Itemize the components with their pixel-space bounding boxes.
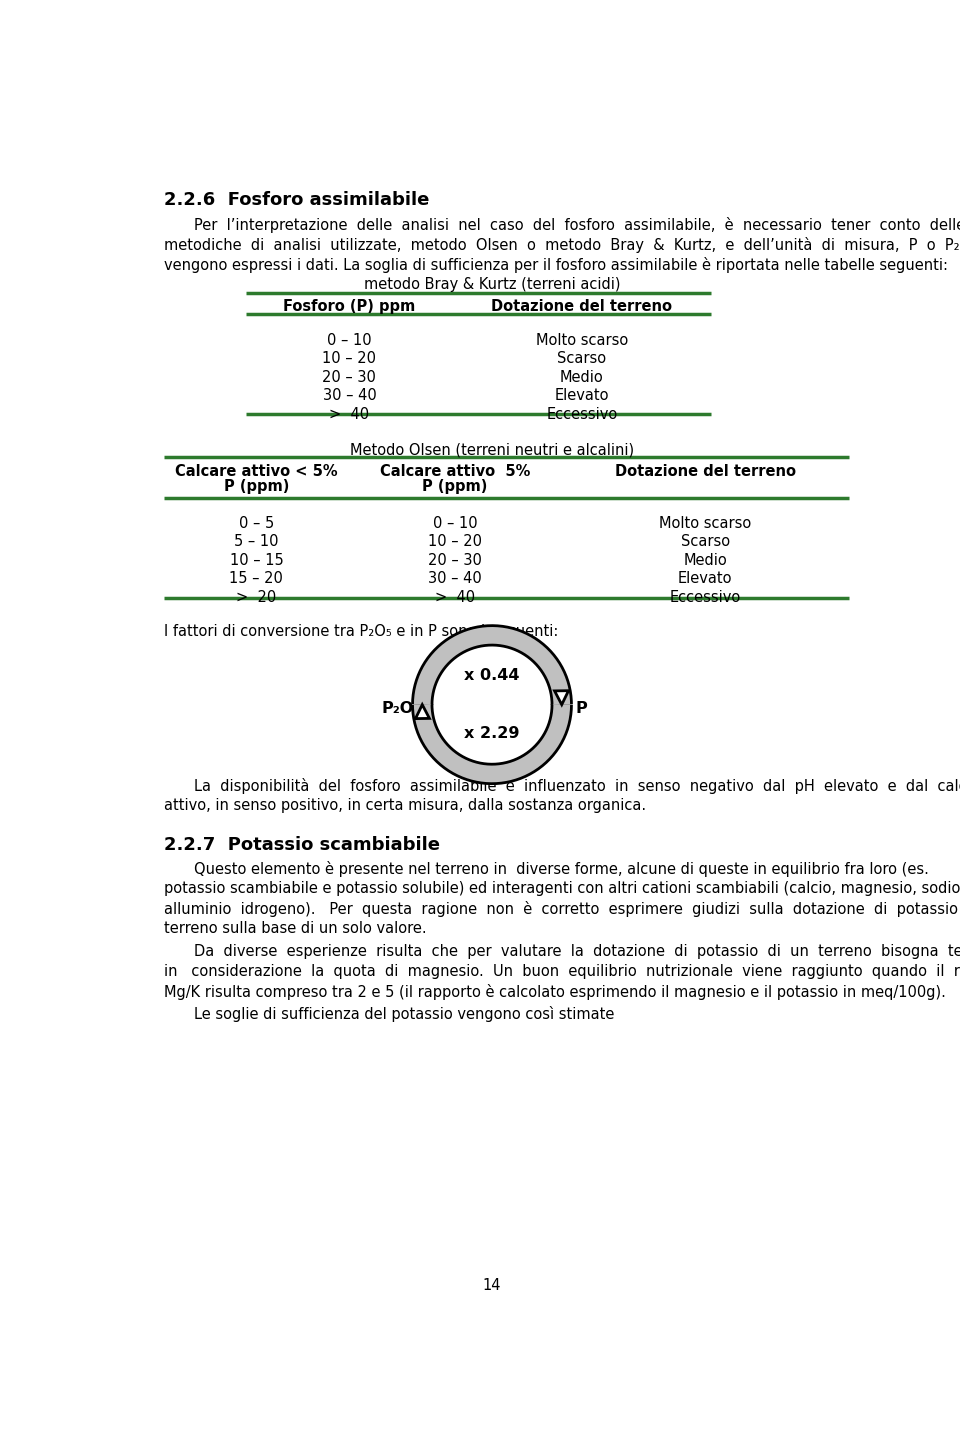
Text: P (ppm): P (ppm): [422, 479, 488, 493]
Text: metodiche  di  analisi  utilizzate,  metodo  Olsen  o  metodo  Bray  &  Kurtz,  : metodiche di analisi utilizzate, metodo …: [164, 238, 960, 254]
Text: terreno sulla base di un solo valore.: terreno sulla base di un solo valore.: [164, 921, 427, 936]
Text: >  20: > 20: [236, 591, 276, 605]
Text: >  40: > 40: [329, 406, 370, 422]
Text: Calcare attivo < 5%: Calcare attivo < 5%: [175, 464, 338, 479]
Text: Eccessivo: Eccessivo: [669, 591, 741, 605]
Text: attivo, in senso positivo, in certa misura, dalla sostanza organica.: attivo, in senso positivo, in certa misu…: [164, 798, 646, 813]
Text: Medio: Medio: [684, 553, 727, 567]
Text: P₂O₅: P₂O₅: [382, 701, 421, 715]
Text: 2.2.7  Potassio scambiabile: 2.2.7 Potassio scambiabile: [164, 836, 441, 855]
Text: Mg/K risulta compreso tra 2 e 5 (il rapporto è calcolato esprimendo il magnesio : Mg/K risulta compreso tra 2 e 5 (il rapp…: [164, 984, 946, 1000]
Text: potassio scambiabile e potassio solubile) ed interagenti con altri cationi scamb: potassio scambiabile e potassio solubile…: [164, 881, 960, 895]
Text: x 0.44: x 0.44: [465, 669, 519, 683]
Text: Molto scarso: Molto scarso: [536, 332, 628, 348]
Text: 2.2.6  Fosforo assimilabile: 2.2.6 Fosforo assimilabile: [164, 192, 429, 209]
Text: 10 – 20: 10 – 20: [323, 351, 376, 366]
Text: 10 – 15: 10 – 15: [229, 553, 283, 567]
Text: 14: 14: [483, 1277, 501, 1293]
Text: Fosforo (P) ppm: Fosforo (P) ppm: [283, 299, 416, 313]
Text: P (ppm): P (ppm): [224, 479, 289, 493]
Text: Molto scarso: Molto scarso: [659, 517, 752, 531]
Text: Questo elemento è presente nel terreno in  diverse forme, alcune di queste in eq: Questo elemento è presente nel terreno i…: [194, 860, 928, 876]
Text: 30 – 40: 30 – 40: [428, 572, 482, 586]
Text: La  disponibilità  del  fosforo  assimilabile  è  influenzato  in  senso  negati: La disponibilità del fosforo assimilabil…: [194, 778, 960, 794]
Polygon shape: [416, 705, 429, 718]
Text: 5 – 10: 5 – 10: [234, 534, 278, 550]
Text: 20 – 30: 20 – 30: [428, 553, 482, 567]
Text: Per  l’interpretazione  delle  analisi  nel  caso  del  fosforo  assimilabile,  : Per l’interpretazione delle analisi nel …: [194, 218, 960, 234]
Polygon shape: [555, 691, 568, 705]
Text: P: P: [576, 701, 588, 715]
Text: 0 – 10: 0 – 10: [433, 517, 477, 531]
Text: Medio: Medio: [560, 370, 604, 385]
Text: 15 – 20: 15 – 20: [229, 572, 283, 586]
Text: Scarso: Scarso: [681, 534, 730, 550]
Text: 30 – 40: 30 – 40: [323, 389, 376, 403]
Text: metodo Bray & Kurtz (terreni acidi): metodo Bray & Kurtz (terreni acidi): [364, 277, 620, 292]
Text: 20 – 30: 20 – 30: [323, 370, 376, 385]
Text: Eccessivo: Eccessivo: [546, 406, 617, 422]
Text: Elevato: Elevato: [678, 572, 732, 586]
Text: alluminio  idrogeno).   Per  questa  ragione  non  è  corretto  esprimere  giudi: alluminio idrogeno). Per questa ragione …: [164, 901, 960, 917]
Text: Scarso: Scarso: [558, 351, 607, 366]
Text: 10 – 20: 10 – 20: [428, 534, 482, 550]
Text: 0 – 10: 0 – 10: [327, 332, 372, 348]
Text: in   considerazione  la  quota  di  magnesio.  Un  buon  equilibrio  nutrizional: in considerazione la quota di magnesio. …: [164, 963, 960, 979]
Text: x 2.29: x 2.29: [465, 726, 519, 741]
Text: Dotazione del terreno: Dotazione del terreno: [614, 464, 796, 479]
Text: >  40: > 40: [435, 591, 475, 605]
Text: I fattori di conversione tra P₂O₅ e in P sono i seguenti:: I fattori di conversione tra P₂O₅ e in P…: [164, 624, 559, 638]
Text: 0 – 5: 0 – 5: [239, 517, 274, 531]
Text: Dotazione del terreno: Dotazione del terreno: [492, 299, 672, 313]
Text: Metodo Olsen (terreni neutri e alcalini): Metodo Olsen (terreni neutri e alcalini): [350, 443, 634, 457]
Text: Da  diverse  esperienze  risulta  che  per  valutare  la  dotazione  di  potassi: Da diverse esperienze risulta che per va…: [194, 945, 960, 959]
Text: vengono espressi i dati. La soglia di sufficienza per il fosforo assimilabile è : vengono espressi i dati. La soglia di su…: [164, 257, 948, 273]
Text: Le soglie di sufficienza del potassio vengono così stimate: Le soglie di sufficienza del potassio ve…: [194, 1006, 614, 1022]
Text: Elevato: Elevato: [555, 389, 610, 403]
Text: Calcare attivo  5%: Calcare attivo 5%: [380, 464, 530, 479]
